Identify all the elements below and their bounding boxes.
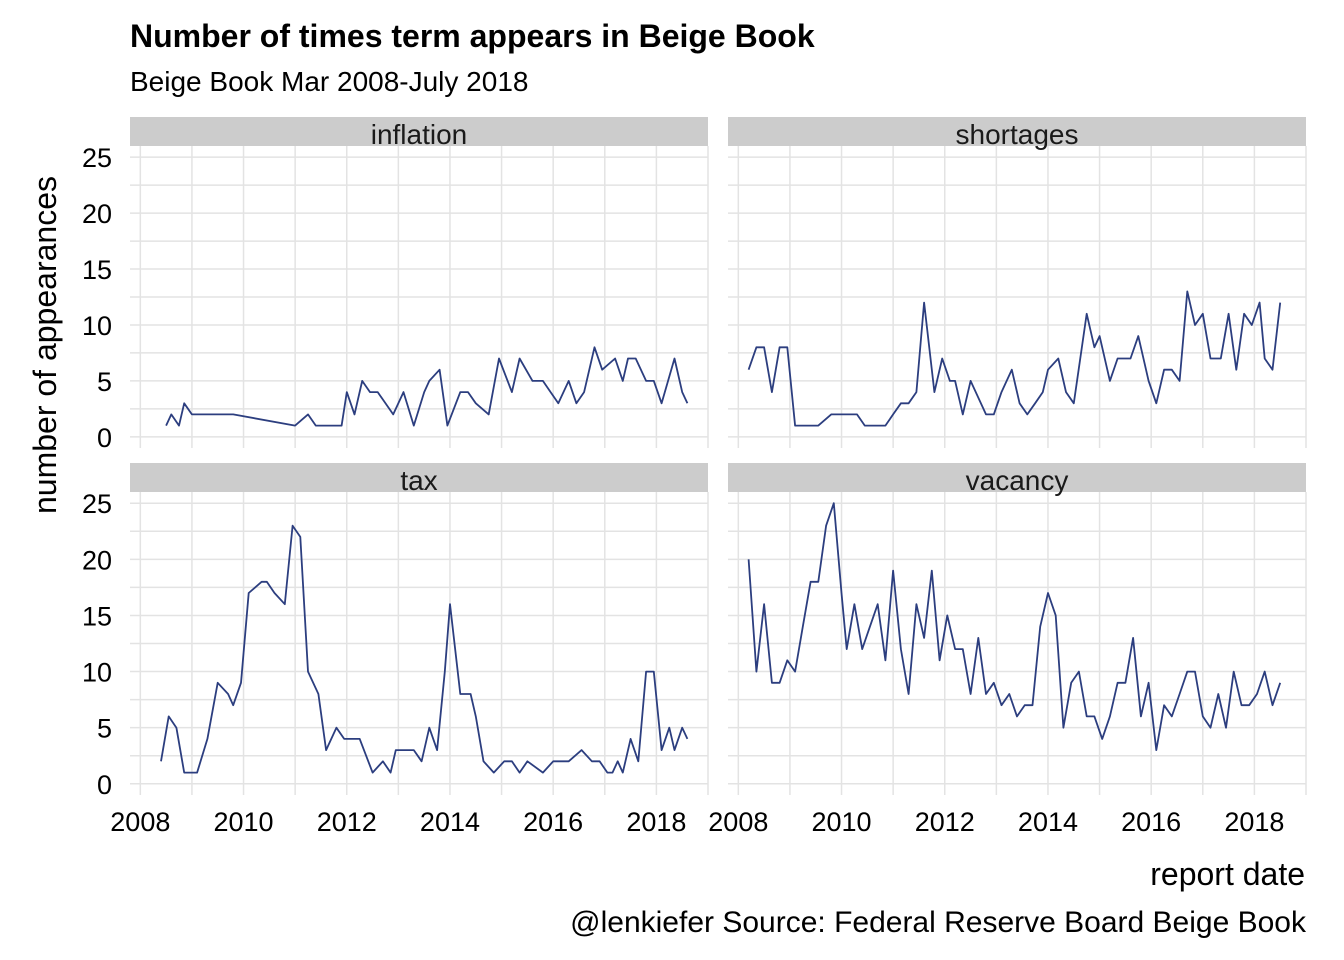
facet-strip-label: tax [400,465,437,496]
facet-strip [728,117,1306,146]
chart-title: Number of times term appears in Beige Bo… [130,18,815,54]
x-tick-label: 2008 [708,807,768,837]
series-line-vacancy [747,502,1282,751]
y-tick-label: 15 [82,255,112,285]
y-tick-label: 20 [82,545,112,575]
x-tick-label: 2016 [1121,807,1181,837]
series-line-inflation [165,346,689,427]
y-tick-label: 0 [97,423,112,453]
x-tick-label: 2014 [1018,807,1078,837]
facet-panel-inflation: inflation 0 5 10 15 20 25 [82,117,709,453]
y-tick-label: 5 [97,367,112,397]
facet-strip-label: shortages [956,119,1079,150]
x-tick-label: 2012 [317,807,377,837]
y-tick-label: 10 [82,658,112,688]
y-tick-label: 5 [97,714,112,744]
y-tick-label: 25 [82,489,112,519]
x-tick-label: 2012 [915,807,975,837]
x-tick-label: 2008 [110,807,170,837]
facet-strip [130,117,708,146]
facet-strip-label: inflation [371,119,468,150]
chart-caption: @lenkiefer Source: Federal Reserve Board… [570,906,1306,939]
x-tick-label: 2010 [811,807,871,837]
x-tick-label: 2014 [420,807,480,837]
x-tick-label: 2018 [626,807,686,837]
facet-strip-label: vacancy [966,465,1069,496]
facet-strip [130,463,708,492]
facet-strip [728,463,1306,492]
chart-subtitle: Beige Book Mar 2008-July 2018 [130,66,529,97]
y-tick-label: 25 [82,143,112,173]
facet-panel-tax: tax 2008 2010 2012 2014 2016 2018 0 5 10 15 20 25 [82,463,709,837]
series-line-shortages [747,290,1282,427]
y-tick-label: 15 [82,601,112,631]
y-tick-label: 20 [82,199,112,229]
y-tick-label: 0 [97,770,112,800]
facet-panel-vacancy: vacancy 2008 2010 2012 2014 2016 2018 [708,463,1307,837]
series-line-tax [160,524,689,774]
x-tick-label: 2010 [213,807,273,837]
x-tick-label: 2016 [523,807,583,837]
x-axis-title: report date [1150,856,1305,892]
y-tick-label: 10 [82,311,112,341]
x-tick-label: 2018 [1224,807,1284,837]
facet-panel-shortages: shortages [728,117,1307,448]
y-axis-title: number of appearances [27,176,63,514]
